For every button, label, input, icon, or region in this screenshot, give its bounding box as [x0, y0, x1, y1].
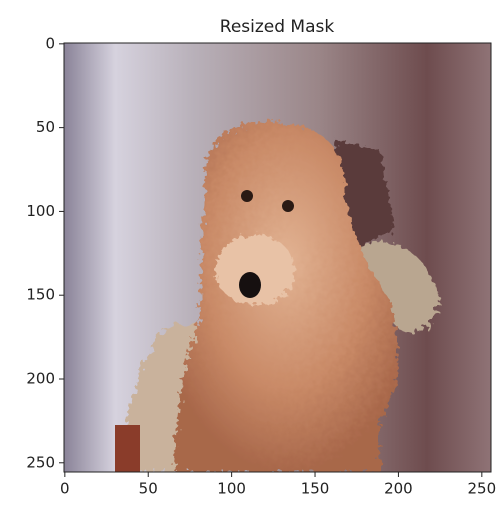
- y-tick-label: 0: [45, 34, 55, 52]
- chart: Resized Mask 0 50 100 150 200 250 0 50 100 150 200…: [0, 0, 504, 513]
- x-tick-label: 50: [139, 480, 158, 498]
- x-tick-label: 200: [384, 480, 413, 498]
- image: [64, 43, 491, 472]
- x-tick-label: 0: [60, 480, 70, 498]
- x-tick-label: 100: [217, 480, 246, 498]
- y-tick-label: 200: [26, 369, 55, 387]
- x-tick-label: 150: [301, 480, 330, 498]
- y-tick-label: 100: [26, 202, 55, 220]
- chart-title: Resized Mask: [220, 17, 335, 37]
- y-tick-label: 250: [26, 453, 55, 471]
- x-tick-label: 250: [468, 480, 497, 498]
- y-tick-label: 150: [26, 286, 55, 304]
- y-tick-label: 50: [36, 118, 55, 136]
